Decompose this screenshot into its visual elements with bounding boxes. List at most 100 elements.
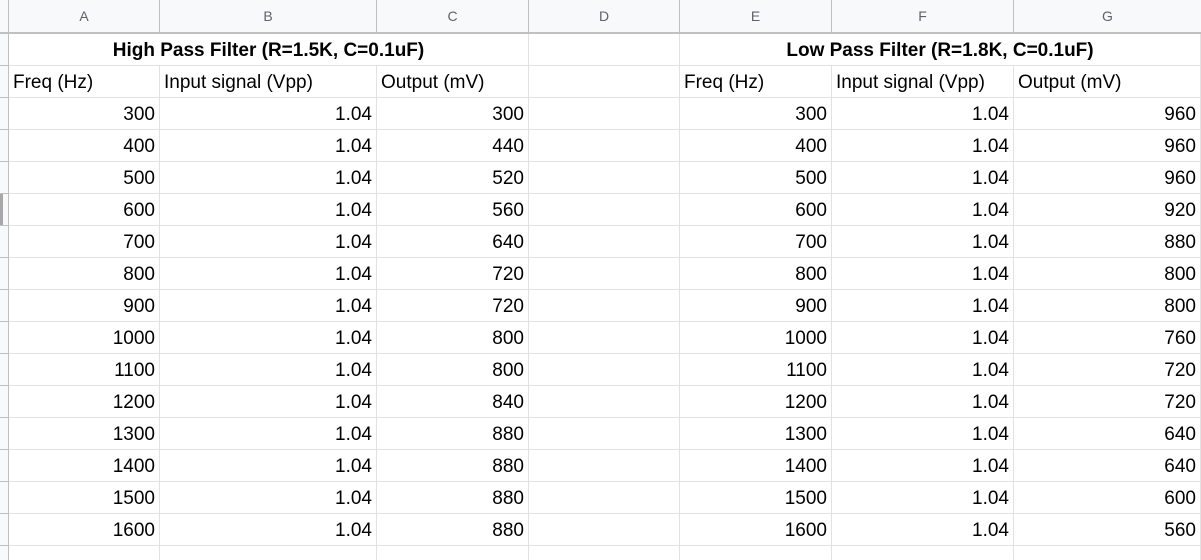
lp-input-cell[interactable]: 1.04 — [832, 450, 1014, 482]
lp-freq-cell[interactable]: 300 — [680, 98, 832, 130]
lp-input-cell[interactable]: 1.04 — [832, 130, 1014, 162]
lp-input-cell[interactable]: 1.04 — [832, 514, 1014, 546]
empty-cell[interactable] — [680, 546, 832, 560]
lp-input-cell[interactable]: 1.04 — [832, 226, 1014, 258]
lp-output-cell[interactable]: 960 — [1014, 130, 1201, 162]
hp-input-cell[interactable]: 1.04 — [160, 514, 377, 546]
empty-cell-d[interactable] — [529, 322, 680, 354]
hp-input-cell[interactable]: 1.04 — [160, 226, 377, 258]
lp-input-cell[interactable]: 1.04 — [832, 290, 1014, 322]
hp-input-cell[interactable]: 1.04 — [160, 98, 377, 130]
lp-freq-cell[interactable]: 1200 — [680, 386, 832, 418]
hp-freq-cell[interactable]: 1300 — [9, 418, 160, 450]
hp-output-cell[interactable]: 880 — [377, 450, 529, 482]
empty-cell[interactable] — [1014, 546, 1201, 560]
hp-output-cell[interactable]: 880 — [377, 418, 529, 450]
empty-cell-d[interactable] — [529, 354, 680, 386]
row-header-strip[interactable] — [0, 34, 9, 560]
column-header-a[interactable]: A — [9, 0, 160, 32]
hp-output-cell[interactable]: 440 — [377, 130, 529, 162]
lp-freq-cell[interactable]: 700 — [680, 226, 832, 258]
high-pass-header-output[interactable]: Output (mV) — [377, 66, 529, 98]
lp-input-cell[interactable]: 1.04 — [832, 322, 1014, 354]
lp-output-cell[interactable]: 920 — [1014, 194, 1201, 226]
empty-cell-d[interactable] — [529, 194, 680, 226]
lp-output-cell[interactable]: 560 — [1014, 514, 1201, 546]
cell-d2[interactable] — [529, 66, 680, 98]
hp-freq-cell[interactable]: 500 — [9, 162, 160, 194]
hp-input-cell[interactable]: 1.04 — [160, 354, 377, 386]
hp-freq-cell[interactable]: 1600 — [9, 514, 160, 546]
hp-output-cell[interactable]: 880 — [377, 514, 529, 546]
hp-input-cell[interactable]: 1.04 — [160, 418, 377, 450]
empty-cell-d[interactable] — [529, 98, 680, 130]
hp-output-cell[interactable]: 800 — [377, 354, 529, 386]
lp-input-cell[interactable]: 1.04 — [832, 418, 1014, 450]
lp-input-cell[interactable]: 1.04 — [832, 162, 1014, 194]
lp-input-cell[interactable]: 1.04 — [832, 482, 1014, 514]
lp-freq-cell[interactable]: 900 — [680, 290, 832, 322]
hp-freq-cell[interactable]: 800 — [9, 258, 160, 290]
empty-cell-d[interactable] — [529, 258, 680, 290]
lp-output-cell[interactable]: 720 — [1014, 354, 1201, 386]
hp-input-cell[interactable]: 1.04 — [160, 290, 377, 322]
empty-cell-d[interactable] — [529, 290, 680, 322]
select-all-corner[interactable] — [0, 0, 9, 32]
hp-output-cell[interactable]: 560 — [377, 194, 529, 226]
lp-output-cell[interactable]: 800 — [1014, 290, 1201, 322]
hp-freq-cell[interactable]: 1000 — [9, 322, 160, 354]
lp-output-cell[interactable]: 600 — [1014, 482, 1201, 514]
lp-freq-cell[interactable]: 500 — [680, 162, 832, 194]
lp-freq-cell[interactable]: 1500 — [680, 482, 832, 514]
lp-input-cell[interactable]: 1.04 — [832, 258, 1014, 290]
hp-output-cell[interactable]: 720 — [377, 258, 529, 290]
hp-output-cell[interactable]: 520 — [377, 162, 529, 194]
lp-freq-cell[interactable]: 1000 — [680, 322, 832, 354]
empty-cell-d[interactable] — [529, 130, 680, 162]
high-pass-header-freq[interactable]: Freq (Hz) — [9, 66, 160, 98]
empty-cell-d[interactable] — [529, 482, 680, 514]
hp-freq-cell[interactable]: 1100 — [9, 354, 160, 386]
hp-input-cell[interactable]: 1.04 — [160, 194, 377, 226]
lp-freq-cell[interactable]: 1100 — [680, 354, 832, 386]
column-header-f[interactable]: F — [832, 0, 1014, 32]
hp-freq-cell[interactable]: 300 — [9, 98, 160, 130]
low-pass-header-input[interactable]: Input signal (Vpp) — [832, 66, 1014, 98]
empty-cell-d[interactable] — [529, 386, 680, 418]
empty-cell[interactable] — [377, 546, 529, 560]
hp-input-cell[interactable]: 1.04 — [160, 162, 377, 194]
lp-input-cell[interactable]: 1.04 — [832, 98, 1014, 130]
hp-freq-cell[interactable]: 1400 — [9, 450, 160, 482]
lp-freq-cell[interactable]: 800 — [680, 258, 832, 290]
empty-cell[interactable] — [529, 546, 680, 560]
column-header-d[interactable]: D — [529, 0, 680, 32]
hp-output-cell[interactable]: 880 — [377, 482, 529, 514]
column-header-e[interactable]: E — [680, 0, 832, 32]
lp-freq-cell[interactable]: 400 — [680, 130, 832, 162]
column-header-b[interactable]: B — [160, 0, 377, 32]
low-pass-header-freq[interactable]: Freq (Hz) — [680, 66, 832, 98]
hp-freq-cell[interactable]: 700 — [9, 226, 160, 258]
hp-output-cell[interactable]: 840 — [377, 386, 529, 418]
lp-freq-cell[interactable]: 1300 — [680, 418, 832, 450]
empty-cell-d[interactable] — [529, 226, 680, 258]
empty-cell-d[interactable] — [529, 450, 680, 482]
lp-output-cell[interactable]: 760 — [1014, 322, 1201, 354]
cell-d1[interactable] — [529, 34, 680, 66]
hp-input-cell[interactable]: 1.04 — [160, 386, 377, 418]
low-pass-title[interactable]: Low Pass Filter (R=1.8K, C=0.1uF) — [680, 34, 1201, 66]
hp-input-cell[interactable]: 1.04 — [160, 322, 377, 354]
lp-output-cell[interactable]: 800 — [1014, 258, 1201, 290]
hp-input-cell[interactable]: 1.04 — [160, 258, 377, 290]
hp-freq-cell[interactable]: 900 — [9, 290, 160, 322]
lp-freq-cell[interactable]: 1600 — [680, 514, 832, 546]
hp-freq-cell[interactable]: 400 — [9, 130, 160, 162]
hp-freq-cell[interactable]: 600 — [9, 194, 160, 226]
lp-input-cell[interactable]: 1.04 — [832, 354, 1014, 386]
lp-output-cell[interactable]: 960 — [1014, 162, 1201, 194]
lp-input-cell[interactable]: 1.04 — [832, 386, 1014, 418]
lp-output-cell[interactable]: 720 — [1014, 386, 1201, 418]
lp-output-cell[interactable]: 960 — [1014, 98, 1201, 130]
hp-output-cell[interactable]: 640 — [377, 226, 529, 258]
empty-cell[interactable] — [832, 546, 1014, 560]
